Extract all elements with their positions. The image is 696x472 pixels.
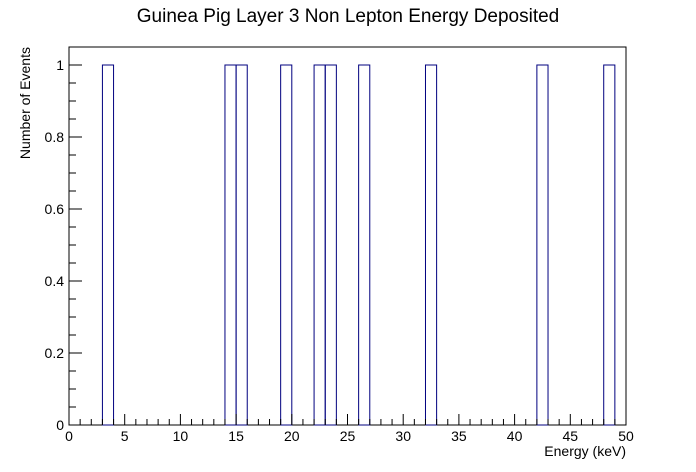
x-tick-label: 50 — [618, 428, 634, 444]
histogram-bar-5 — [324, 64, 337, 426]
histogram-bar-8 — [536, 64, 549, 426]
x-tick-label: 10 — [173, 428, 189, 444]
x-axis-label: Energy (keV) — [544, 443, 626, 459]
histogram-bar-6 — [358, 64, 371, 426]
histogram-bars — [101, 64, 616, 426]
x-tick-label: 0 — [65, 428, 73, 444]
x-tick-label: 40 — [507, 428, 523, 444]
x-tick-label: 5 — [121, 428, 129, 444]
histogram-bar-4 — [313, 64, 326, 426]
x-tick-label: 30 — [395, 428, 411, 444]
y-tick-label: 0.8 — [45, 129, 65, 145]
x-tick-label: 35 — [451, 428, 467, 444]
plot-frame — [68, 46, 627, 426]
x-tick-label: 15 — [228, 428, 244, 444]
histogram-bar-1 — [224, 64, 237, 426]
y-tick-label: 1 — [56, 57, 64, 73]
x-tick-label: 45 — [563, 428, 579, 444]
y-axis-label: Number of Events — [17, 47, 33, 159]
chart-title: Guinea Pig Layer 3 Non Lepton Energy Dep… — [137, 6, 560, 27]
histogram-bar-0 — [101, 64, 115, 426]
histogram-bar-3 — [280, 64, 293, 426]
y-tick-label: 0.6 — [45, 201, 65, 217]
histogram-bar-7 — [424, 64, 438, 426]
histogram-bar-2 — [235, 64, 248, 426]
histogram-bar-9 — [603, 64, 616, 426]
y-tick-label: 0 — [56, 417, 64, 433]
x-axis: 0 5 10 15 20 25 30 35 40 45 50 — [65, 414, 634, 444]
y-tick-label: 0.4 — [45, 273, 65, 289]
x-tick-label: 20 — [284, 428, 300, 444]
x-tick-label: 25 — [340, 428, 356, 444]
y-tick-label: 0.2 — [45, 345, 65, 361]
y-axis: 0 0.2 0.4 0.6 0.8 1 — [45, 46, 82, 433]
